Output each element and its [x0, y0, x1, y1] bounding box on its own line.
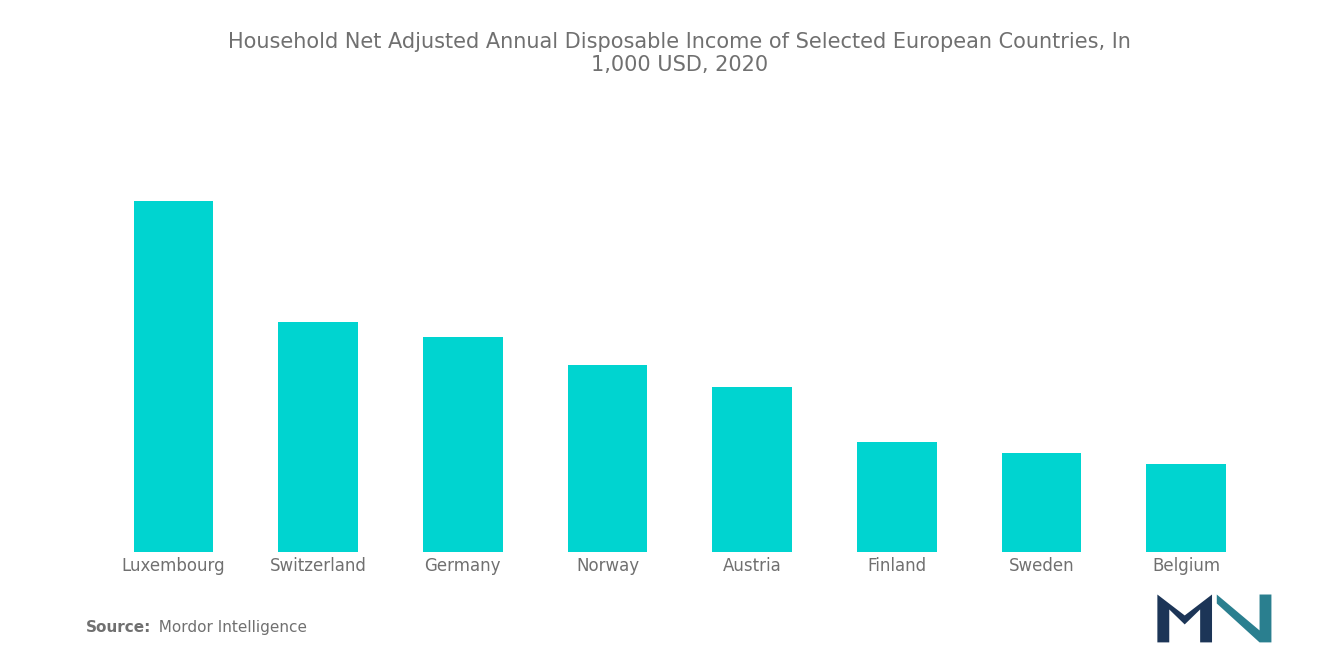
Text: Mordor Intelligence: Mordor Intelligence — [149, 620, 308, 635]
Bar — [424, 337, 503, 665]
Bar — [279, 321, 358, 665]
Text: Source:: Source: — [86, 620, 152, 635]
Bar — [1002, 454, 1081, 665]
Bar — [857, 442, 936, 665]
Bar — [133, 201, 214, 665]
Title: Household Net Adjusted Annual Disposable Income of Selected European Countries, : Household Net Adjusted Annual Disposable… — [228, 32, 1131, 75]
Bar — [1146, 464, 1226, 665]
Bar — [713, 387, 792, 665]
Bar — [568, 366, 647, 665]
